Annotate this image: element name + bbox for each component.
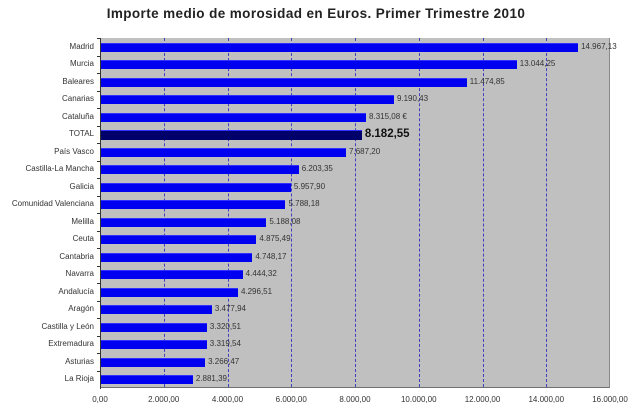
data-label: 5.957,90 [293,181,326,191]
y-tick [97,55,101,57]
y-tick [97,178,101,179]
bar [101,95,394,105]
category-label: Castilla y León [41,321,94,331]
category-label: Cataluña [61,111,94,121]
x-tick-label: 16.000,00 [592,395,628,404]
category-label: Madrid [69,41,94,51]
data-label: 7.687,20 [349,146,381,156]
bar [101,235,257,245]
category-label: Comunidad Valenciana [11,199,94,209]
bar [101,165,299,175]
data-label: 4.748,17 [255,251,287,261]
data-label: 3.477,94 [214,304,246,314]
category-label: La Rioja [64,374,94,384]
category-label: Galicia [69,181,94,191]
y-tick [97,283,101,284]
x-tick-label: 4.000,00 [211,395,244,404]
y-tick [97,73,101,74]
gridline [482,38,484,387]
bar [101,112,367,122]
y-tick [97,248,101,249]
y-tick [97,143,101,144]
category-label: Asturias [65,356,94,366]
data-label: 3.320,51 [209,321,241,331]
x-tick-label: 12.000,00 [464,395,501,404]
data-label: 3.319,54 [209,339,241,349]
category-label: Castilla-La Mancha [25,164,94,174]
bar [101,340,207,350]
x-tick-label: 2.000,00 [148,395,180,404]
category-label: Melilla [71,216,94,226]
gridline [355,38,356,387]
plot-area: 14.967,13 13.044,25 11.474,85 9.190,43 8.315… [100,38,617,388]
bar-total [101,129,362,140]
y-tick [97,90,101,92]
y-tick [97,353,101,354]
bar [101,375,193,385]
category-label: Murcia [69,59,94,69]
data-label: 4.875,49 [259,234,291,244]
data-label: 5.788,18 [288,199,320,209]
gridline [227,38,229,387]
x-tick-label: 14.000,00 [528,395,565,404]
category-label: Andalucía [58,286,94,296]
bar [101,305,212,315]
y-tick [97,230,101,232]
y-tick [97,318,101,319]
data-label: 4.444,32 [245,269,277,279]
gridline [418,38,420,387]
bar [101,60,517,70]
bar [101,357,206,367]
category-label: Navarra [65,269,94,279]
x-tick-label: 0,00 [92,395,108,404]
y-tick [97,160,101,162]
category-label: Aragón [68,304,94,314]
chart-title: Importe medio de morosidad en Euros. Pri… [106,6,526,21]
bar [101,217,267,227]
data-label: 11.474,85 [469,76,505,86]
data-label: 4.296,51 [240,286,273,296]
y-tick [97,370,101,372]
category-label: Baleares [62,76,94,86]
y-tick [97,300,101,302]
bar [101,77,467,87]
y-tick [97,213,101,214]
bar [101,270,243,280]
gridline [546,38,548,387]
data-label: 8.182,55 [364,128,410,141]
x-tick-label: 6.000,00 [275,395,307,404]
y-tick [97,335,101,337]
bar [101,182,291,192]
y-tick [97,195,101,197]
gridline [291,38,293,387]
bar [101,200,286,210]
bar [101,147,347,157]
category-label: TOTAL [68,129,94,139]
data-label: 6.203,35 [301,164,333,174]
data-label: 8.315,08 € [369,111,407,121]
category-label: Ceuta [72,234,94,244]
category-label: Cantabria [59,251,94,261]
data-label: 2.881,39 [195,374,227,384]
x-tick-label: 8.000,00 [339,395,371,404]
bar [101,287,238,297]
data-label: 3.266,47 [208,356,240,366]
data-label: 13.044,25 [519,59,556,69]
category-label: País Vasco [54,146,94,156]
category-label: Canarias [61,94,94,104]
y-tick [97,125,101,127]
bar [101,322,207,332]
data-label: 14.967,13 [581,41,617,51]
x-tick-label: 10.000,00 [400,395,437,404]
category-label: Extremadura [48,339,94,349]
bar [101,252,253,262]
y-tick [97,38,101,39]
bar [101,42,579,52]
data-label: 5.188,08 [269,216,301,226]
data-label: 9.190,43 [396,94,429,104]
y-tick [97,265,101,267]
gridline [163,38,165,387]
y-tick [97,108,101,109]
